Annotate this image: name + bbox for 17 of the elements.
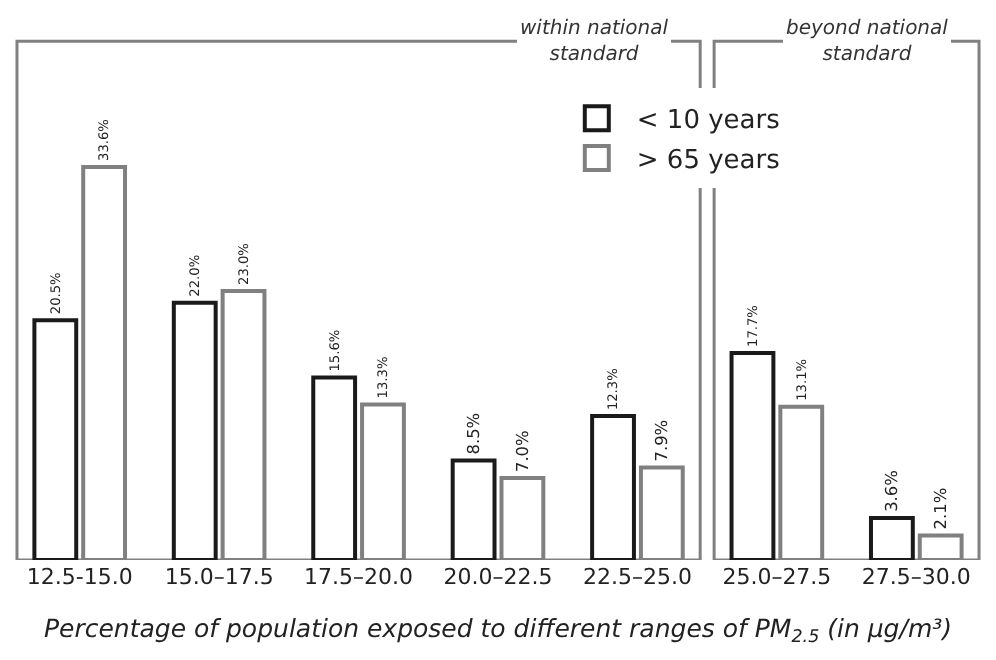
text: beyond national standard: [786, 18, 949, 66]
x-tick-label: 12.5-15.0: [26, 564, 133, 590]
legend-label: < 10 years: [636, 106, 781, 137]
data-label: 7.9%: [651, 419, 672, 462]
x-tick-label: 17.5–20.0: [304, 564, 414, 590]
data-label: 8.5%: [463, 412, 484, 455]
text: within national standard: [520, 18, 669, 66]
x-tick-label: 15.0–17.5: [164, 564, 274, 590]
x-tick-label: 20.0–22.5: [443, 564, 553, 590]
x-axis-title: Percentage of population exposed to different ranges of PM$_{2.5}$ (in μg/m³): [43, 612, 953, 648]
x-tick-label: 27.5–30.0: [861, 564, 971, 590]
x-tick-label: 25.0–27.5: [722, 564, 832, 590]
data-label: 7.0%: [511, 429, 532, 473]
x-tick-label: 22.5–25.0: [582, 564, 692, 590]
data-label: 3.6%: [881, 469, 902, 512]
data-label: 2.1%: [930, 487, 951, 530]
legend-label: > 65 years: [636, 146, 781, 177]
